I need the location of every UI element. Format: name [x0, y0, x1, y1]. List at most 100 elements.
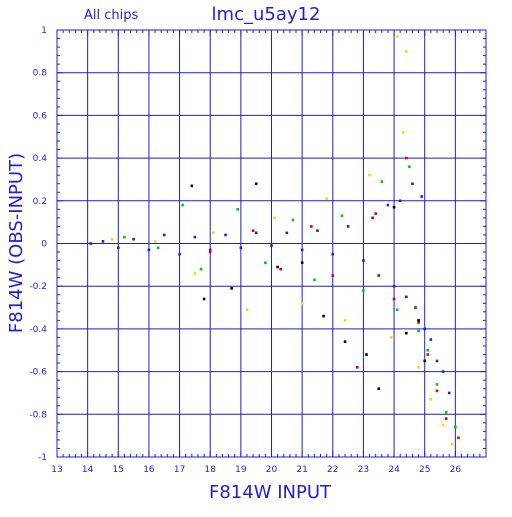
y-tick-label: 0 — [41, 240, 47, 250]
data-point-3 — [426, 353, 430, 356]
data-point-1 — [199, 267, 203, 271]
data-point-0 — [420, 195, 423, 198]
data-point-0 — [132, 237, 135, 241]
data-point-2 — [389, 336, 393, 339]
data-point-4 — [417, 319, 420, 322]
y-tick-label: 0.8 — [33, 69, 48, 79]
data-point-2 — [110, 237, 114, 241]
data-point-4 — [276, 265, 279, 269]
data-point-1 — [454, 425, 457, 429]
data-point-3 — [444, 417, 448, 420]
x-tick-label: 26 — [450, 465, 462, 475]
data-point-4 — [423, 359, 427, 363]
data-point-1 — [435, 383, 439, 386]
data-point-0 — [193, 235, 197, 239]
data-point-3 — [405, 156, 408, 160]
data-point-4 — [230, 287, 233, 290]
data-point-4 — [300, 261, 304, 265]
data-point-3 — [251, 229, 255, 232]
data-point-2 — [343, 319, 347, 322]
data-point-2 — [325, 197, 328, 200]
data-point-1 — [181, 203, 184, 207]
data-point-0 — [398, 199, 402, 203]
data-point-1 — [417, 329, 420, 333]
data-point-0 — [411, 182, 414, 186]
data-point-0 — [377, 274, 381, 277]
data-point-0 — [316, 229, 319, 232]
data-point-2 — [395, 35, 399, 38]
y-tick-label: 0.2 — [33, 197, 47, 207]
data-point-0 — [371, 216, 374, 220]
data-point-4 — [202, 297, 206, 301]
data-point-0 — [89, 242, 93, 245]
data-point-0 — [147, 248, 151, 252]
data-point-0 — [162, 233, 166, 237]
y-axis-title: F814W (OBS-INPUT) — [6, 153, 27, 333]
data-point-1 — [395, 308, 399, 311]
data-point-0 — [101, 240, 105, 243]
data-point-3 — [392, 297, 396, 301]
data-point-2 — [429, 398, 433, 401]
data-point-3 — [331, 274, 335, 277]
x-tick-label: 20 — [266, 465, 278, 475]
x-axis-title: F814W INPUT — [209, 482, 332, 503]
data-point-3 — [208, 250, 212, 254]
data-point-0 — [239, 246, 243, 250]
data-point-1 — [156, 246, 160, 250]
data-point-0 — [346, 225, 350, 228]
data-point-1 — [313, 278, 316, 282]
data-point-0 — [447, 391, 451, 395]
data-point-0 — [285, 231, 289, 235]
data-point-4 — [377, 387, 381, 390]
data-point-1 — [236, 208, 240, 211]
data-point-2 — [300, 301, 304, 305]
data-point-0 — [429, 338, 433, 341]
data-point-3 — [374, 212, 377, 215]
data-point-4 — [405, 331, 408, 335]
data-point-2 — [245, 308, 249, 311]
x-tick-label: 15 — [113, 465, 124, 475]
data-point-0 — [208, 248, 212, 252]
chart-subtitle: All chips — [84, 8, 138, 23]
y-tick-label: 0.6 — [33, 111, 48, 121]
data-point-1 — [362, 289, 365, 292]
data-point-3 — [435, 389, 439, 393]
data-point-0 — [405, 295, 408, 299]
x-tick-label: 13 — [51, 465, 62, 475]
data-point-1 — [444, 410, 448, 414]
data-point-0 — [441, 370, 445, 373]
data-point-0 — [392, 284, 396, 288]
data-point-4 — [392, 205, 396, 209]
data-point-3 — [279, 267, 282, 271]
data-point-0 — [331, 252, 335, 256]
data-point-0 — [362, 259, 365, 262]
y-tick-label: 1 — [41, 26, 47, 36]
data-point-0 — [178, 252, 181, 256]
x-tick-label: 18 — [204, 465, 216, 475]
data-point-1 — [408, 165, 411, 168]
data-point-4 — [254, 182, 258, 186]
data-point-3 — [356, 366, 359, 369]
x-tick-label: 22 — [327, 465, 338, 475]
data-point-4 — [343, 340, 347, 344]
data-point-2 — [417, 366, 420, 369]
y-tick-label: -0.8 — [29, 410, 47, 420]
x-tick-label: 21 — [296, 465, 307, 475]
data-point-1 — [340, 214, 344, 218]
y-tick-label: -0.6 — [29, 368, 47, 378]
data-point-0 — [300, 248, 304, 252]
data-point-4 — [365, 353, 368, 356]
y-tick-label: -0.2 — [29, 282, 47, 292]
chart-title: lmc_u5ay12 — [212, 4, 321, 25]
y-tick-label: -1 — [38, 453, 47, 463]
x-tick-label: 24 — [388, 465, 400, 475]
data-point-2 — [401, 131, 405, 134]
data-point-0 — [423, 327, 427, 331]
data-point-0 — [414, 306, 417, 309]
data-point-2 — [405, 50, 408, 53]
data-point-0 — [254, 231, 258, 235]
data-point-1 — [380, 180, 384, 183]
data-point-2 — [441, 423, 445, 427]
